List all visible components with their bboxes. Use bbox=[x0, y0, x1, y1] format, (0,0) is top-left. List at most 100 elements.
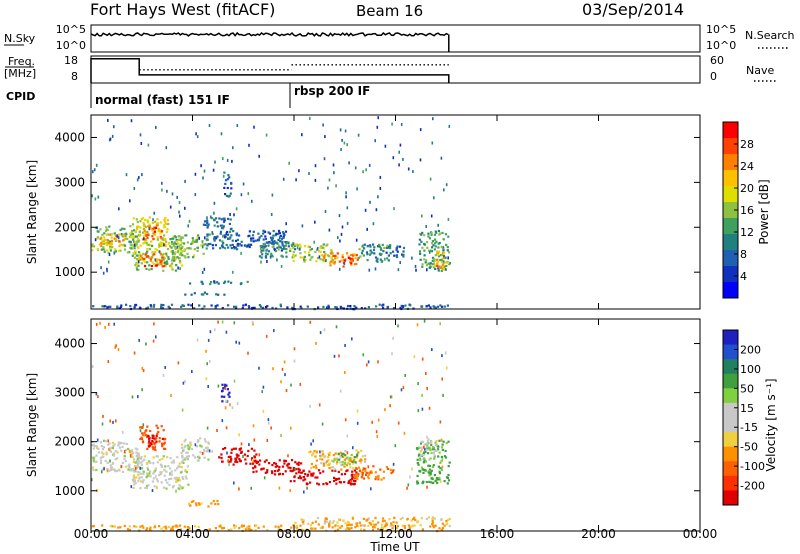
power-noise bbox=[247, 192, 250, 196]
velocity-noise bbox=[252, 424, 255, 428]
velocity-cell bbox=[102, 452, 105, 455]
power-cell bbox=[178, 245, 181, 248]
power-cell bbox=[95, 226, 98, 229]
velocity-cell bbox=[219, 525, 223, 529]
power-cell bbox=[284, 230, 288, 233]
velocity-cell bbox=[175, 480, 178, 483]
velocity-cell bbox=[410, 519, 413, 522]
power-cell bbox=[171, 268, 174, 271]
velocity-cell bbox=[438, 470, 441, 473]
power-noise bbox=[346, 221, 349, 225]
velocity-cell bbox=[233, 524, 236, 527]
velocity-noise bbox=[133, 351, 136, 355]
velocity-cell bbox=[149, 442, 152, 445]
velocity-cell bbox=[365, 473, 368, 476]
velocity-noise bbox=[446, 366, 448, 370]
velocity-cell bbox=[440, 468, 444, 471]
power-cell bbox=[142, 242, 145, 245]
velocity-cell bbox=[431, 517, 434, 520]
velocity-cell bbox=[294, 461, 297, 464]
power-cell bbox=[160, 261, 163, 264]
power-cell bbox=[275, 232, 278, 235]
power-cell bbox=[191, 241, 194, 244]
power-cell bbox=[151, 229, 154, 232]
power-cell bbox=[157, 227, 160, 231]
power-cell bbox=[437, 267, 440, 270]
velocity-cell bbox=[392, 524, 396, 527]
power-cell bbox=[196, 239, 199, 242]
power-cell bbox=[386, 306, 389, 309]
freq-tick-top: 18 bbox=[64, 54, 78, 67]
velocity-cell bbox=[101, 524, 104, 527]
velocity-noise bbox=[250, 486, 252, 490]
velocity-cell bbox=[411, 524, 414, 527]
velocity-cell bbox=[433, 457, 436, 460]
velocity-cell bbox=[421, 482, 424, 485]
power-noise bbox=[176, 195, 178, 199]
power-cell bbox=[281, 255, 284, 258]
power-cell bbox=[178, 253, 182, 256]
time-x-axis: 00:00 04:00 08:00 12:00 16:00 20:00 00:00 bbox=[74, 115, 717, 541]
power-cell bbox=[213, 219, 216, 222]
power-cell bbox=[146, 243, 149, 246]
velocity-cell bbox=[321, 526, 324, 529]
power-cell bbox=[202, 223, 205, 226]
velocity-cell bbox=[336, 521, 339, 524]
power-cell bbox=[441, 264, 444, 267]
velocity-noise bbox=[235, 340, 237, 344]
velocity-cell bbox=[170, 477, 173, 480]
power-cell bbox=[160, 237, 163, 240]
velocity-cell bbox=[254, 459, 257, 462]
power-cell bbox=[248, 245, 251, 249]
velocity-cell bbox=[180, 443, 184, 446]
velocity-cell bbox=[234, 459, 238, 462]
power-cell bbox=[285, 242, 288, 245]
power-cell bbox=[175, 256, 178, 259]
velocity-cell bbox=[106, 467, 109, 470]
power-noise bbox=[399, 261, 401, 265]
power-cell bbox=[142, 231, 145, 234]
velocity-cell bbox=[162, 447, 166, 450]
velocity-cell bbox=[446, 482, 449, 485]
power-noise bbox=[430, 214, 433, 218]
nsearch-label: N.Search bbox=[745, 29, 795, 42]
velocity-cell bbox=[141, 481, 144, 484]
power-cell bbox=[153, 230, 156, 233]
nsearch-tick-bottom: 10^0 bbox=[706, 39, 736, 52]
power-cell bbox=[163, 219, 166, 222]
velocity-cell bbox=[409, 526, 412, 529]
power-cell bbox=[231, 243, 234, 246]
velocity-cell bbox=[169, 473, 172, 476]
velocity-cell bbox=[432, 526, 436, 529]
power-cell bbox=[166, 228, 169, 231]
velocity-cell bbox=[322, 462, 325, 465]
power-noise bbox=[345, 191, 347, 195]
velocity-cell bbox=[135, 476, 138, 479]
velocity-cell bbox=[152, 477, 155, 480]
power-cell bbox=[421, 265, 424, 268]
power-cell bbox=[447, 235, 450, 238]
velocity-cell bbox=[123, 442, 126, 445]
velocity-cell bbox=[262, 525, 265, 528]
velocity-noise bbox=[389, 404, 391, 408]
velocity-cell bbox=[448, 461, 451, 464]
velocity-cell bbox=[216, 499, 219, 503]
velocity-cell bbox=[433, 449, 436, 452]
power-cell bbox=[227, 246, 230, 249]
power-noise bbox=[125, 173, 128, 177]
velocity-cell bbox=[140, 436, 143, 439]
velocity-noise bbox=[141, 366, 144, 370]
power-cell bbox=[177, 235, 180, 238]
velocity-cell bbox=[142, 470, 145, 473]
colorbar-tick-label: 20 bbox=[740, 182, 754, 195]
power-cell bbox=[186, 241, 189, 244]
velocity-noise bbox=[397, 324, 399, 328]
x-tick-label: 00:00 bbox=[74, 527, 109, 541]
power-cell bbox=[271, 306, 274, 309]
velocity-cell bbox=[154, 448, 157, 452]
power-cell bbox=[179, 246, 182, 250]
power-noise bbox=[117, 236, 120, 240]
power-cell bbox=[236, 248, 239, 251]
power-cell bbox=[268, 232, 272, 235]
